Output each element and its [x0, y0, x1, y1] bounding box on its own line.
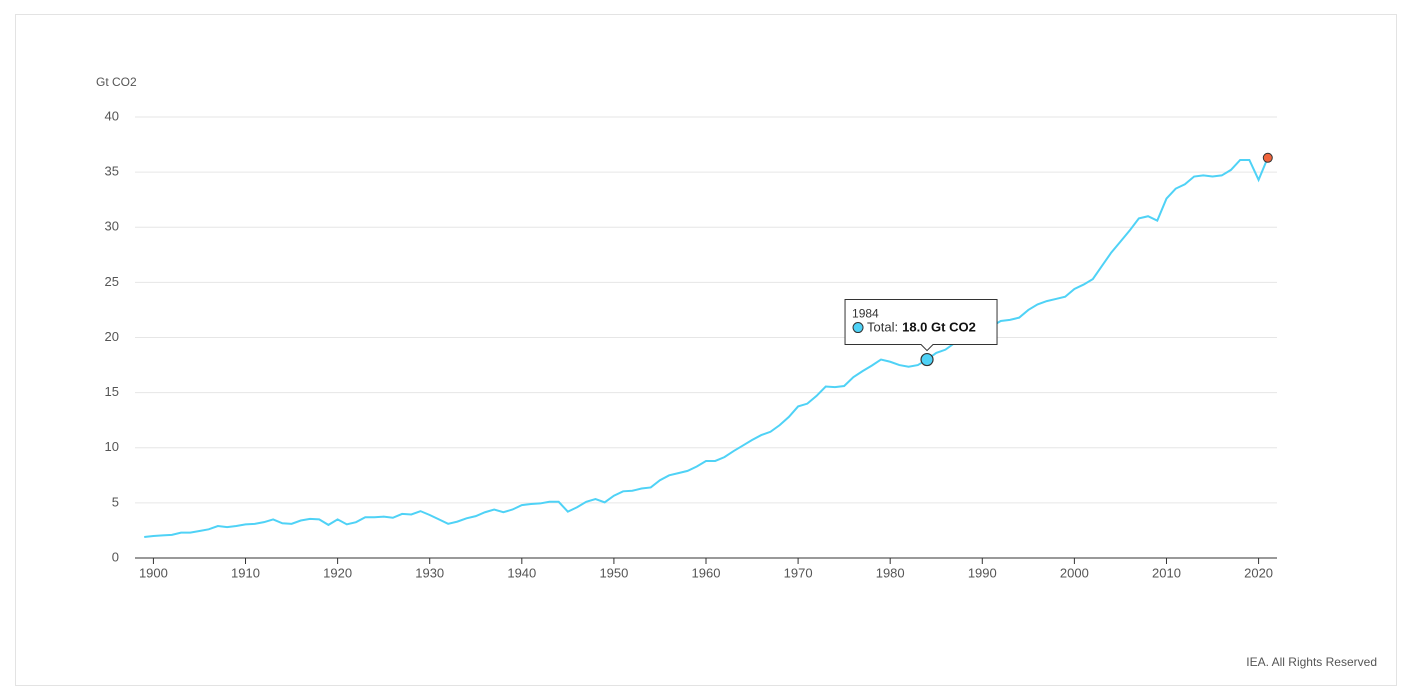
y-tick-label: 40	[105, 108, 119, 123]
x-tick-label: 2010	[1152, 565, 1181, 580]
y-tick-label: 20	[105, 329, 119, 344]
x-tick-label: 1950	[599, 565, 628, 580]
tooltip-label: Total:	[867, 320, 898, 335]
y-tick-label: 30	[105, 219, 119, 234]
y-tick-label: 0	[112, 549, 119, 564]
x-tick-label: 2020	[1244, 565, 1273, 580]
x-tick-label: 1980	[876, 565, 905, 580]
chart-frame	[15, 14, 1397, 686]
x-tick-label: 1900	[139, 565, 168, 580]
footer: IEA. All Rights Reserved	[1246, 655, 1377, 669]
tooltip-swatch	[852, 322, 864, 334]
y-tick-label: 15	[105, 384, 119, 399]
x-tick-label: 1990	[968, 565, 997, 580]
x-tick-label: 2000	[1060, 565, 1089, 580]
x-tick-label: 1930	[415, 565, 444, 580]
tooltip-box	[844, 299, 998, 352]
y-axis-label: Gt CO2	[96, 75, 137, 89]
y-tick-label: 25	[105, 274, 119, 289]
x-tick-label: 1910	[231, 565, 260, 580]
last-point	[1262, 152, 1273, 163]
y-tick-label: 35	[105, 164, 119, 179]
tooltip-x: 1984	[852, 307, 879, 321]
tooltip-value: 18.0 Gt CO2	[902, 320, 976, 335]
x-tick-label: 1960	[692, 565, 721, 580]
y-tick-label: 10	[105, 439, 119, 454]
y-tick-label: 5	[112, 494, 119, 509]
x-tick-label: 1940	[507, 565, 536, 580]
x-tick-label: 1920	[323, 565, 352, 580]
x-tick-label: 1970	[784, 565, 813, 580]
tooltip-text: Total: 18.0 Gt CO2	[867, 320, 976, 335]
line	[144, 157, 1269, 539]
hover-point	[920, 352, 934, 367]
